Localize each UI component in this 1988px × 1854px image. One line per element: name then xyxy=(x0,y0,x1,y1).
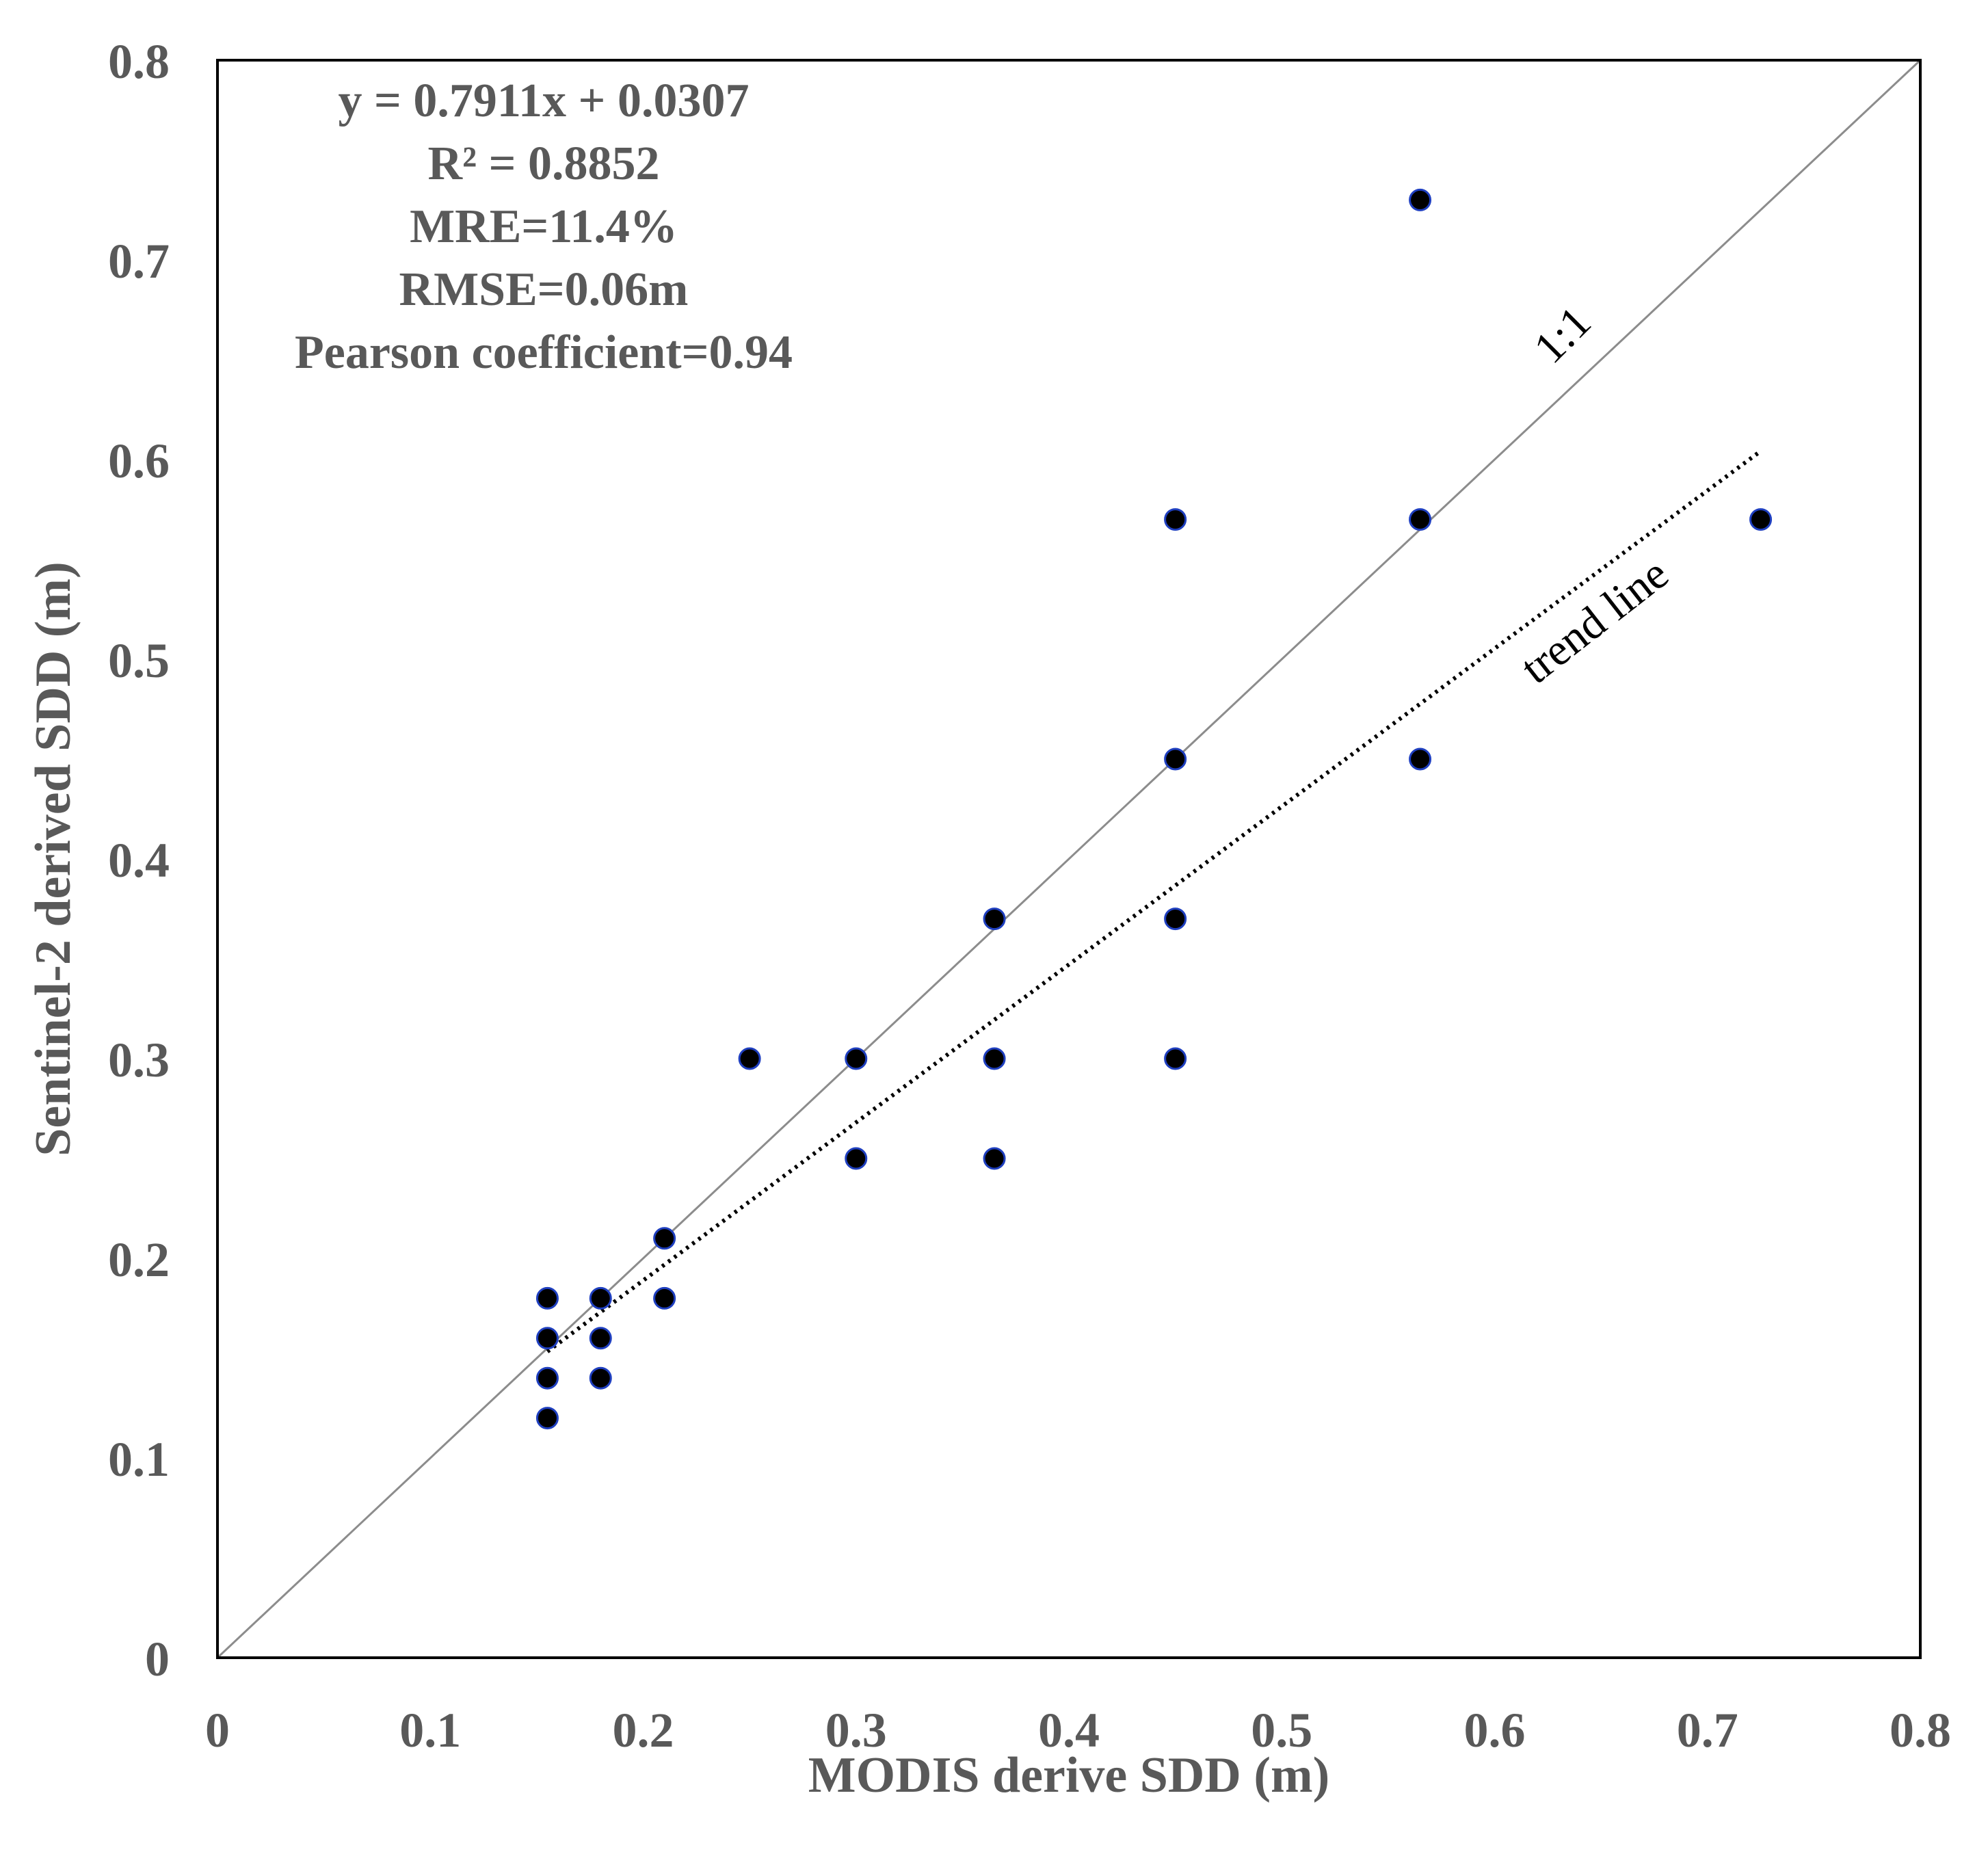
x-tick-label: 0.2 xyxy=(613,1703,674,1758)
pearson-coefficient-value: Pearson coefficient=0.94 xyxy=(295,326,793,379)
data-point xyxy=(845,1147,868,1170)
y-tick-label: 0.4 xyxy=(108,833,170,888)
data-point xyxy=(983,1047,1006,1070)
data-point xyxy=(589,1366,612,1390)
data-point xyxy=(535,1286,559,1310)
x-tick-label: 0.7 xyxy=(1677,1703,1738,1758)
data-point xyxy=(653,1227,676,1250)
rmse-value: RMSE=0.06m xyxy=(399,263,689,316)
r-squared-value: R² = 0.8852 xyxy=(428,137,660,190)
x-tick-label: 0.3 xyxy=(825,1703,887,1758)
data-point xyxy=(589,1286,612,1310)
data-point xyxy=(535,1366,559,1390)
y-tick-label: 0.2 xyxy=(108,1232,170,1287)
x-tick-label: 0.6 xyxy=(1464,1703,1526,1758)
y-axis-title: Sentinel-2 derived SDD (m) xyxy=(25,561,81,1156)
x-tick-label: 0 xyxy=(205,1703,230,1758)
data-point xyxy=(1749,508,1773,531)
y-tick-label: 0.7 xyxy=(108,234,170,289)
x-axis-title: MODIS derive SDD (m) xyxy=(808,1747,1330,1803)
data-point xyxy=(1164,508,1187,531)
x-tick-label: 0.1 xyxy=(399,1703,461,1758)
data-point xyxy=(535,1407,559,1430)
trend-line xyxy=(546,449,1762,1353)
regression-equation: y = 0.7911x + 0.0307 xyxy=(339,75,750,127)
data-point xyxy=(589,1327,612,1350)
x-tick-label: 0.5 xyxy=(1251,1703,1312,1758)
y-tick-label: 0 xyxy=(145,1632,170,1686)
data-point xyxy=(1164,747,1187,771)
y-tick-label: 0.5 xyxy=(108,633,170,688)
y-tick-label: 0.3 xyxy=(108,1033,170,1087)
data-point xyxy=(535,1327,559,1350)
data-point xyxy=(1409,508,1432,531)
y-tick-label: 0.6 xyxy=(108,434,170,488)
y-tick-label: 0.1 xyxy=(108,1432,170,1487)
data-point xyxy=(983,1147,1006,1170)
data-point xyxy=(845,1047,868,1070)
one-to-one-line-label: 1:1 xyxy=(1524,297,1600,373)
x-tick-label: 0.4 xyxy=(1038,1703,1100,1758)
data-point xyxy=(738,1047,761,1070)
data-point xyxy=(983,908,1006,931)
stats-annotation: y = 0.7911x + 0.0307 R² = 0.8852 MRE=11.… xyxy=(295,75,793,379)
data-point xyxy=(1409,747,1432,771)
x-tick-label: 0.8 xyxy=(1890,1703,1951,1758)
mre-value: MRE=11.4% xyxy=(410,200,678,253)
y-tick-label: 0.8 xyxy=(108,34,170,89)
data-point xyxy=(653,1286,676,1310)
data-point xyxy=(1164,908,1187,931)
data-point xyxy=(1409,188,1432,211)
trend-line-label: trend line xyxy=(1511,548,1678,693)
data-point xyxy=(1164,1047,1187,1070)
one-to-one-line xyxy=(216,59,1922,1659)
plot-area-frame xyxy=(216,59,1922,1659)
